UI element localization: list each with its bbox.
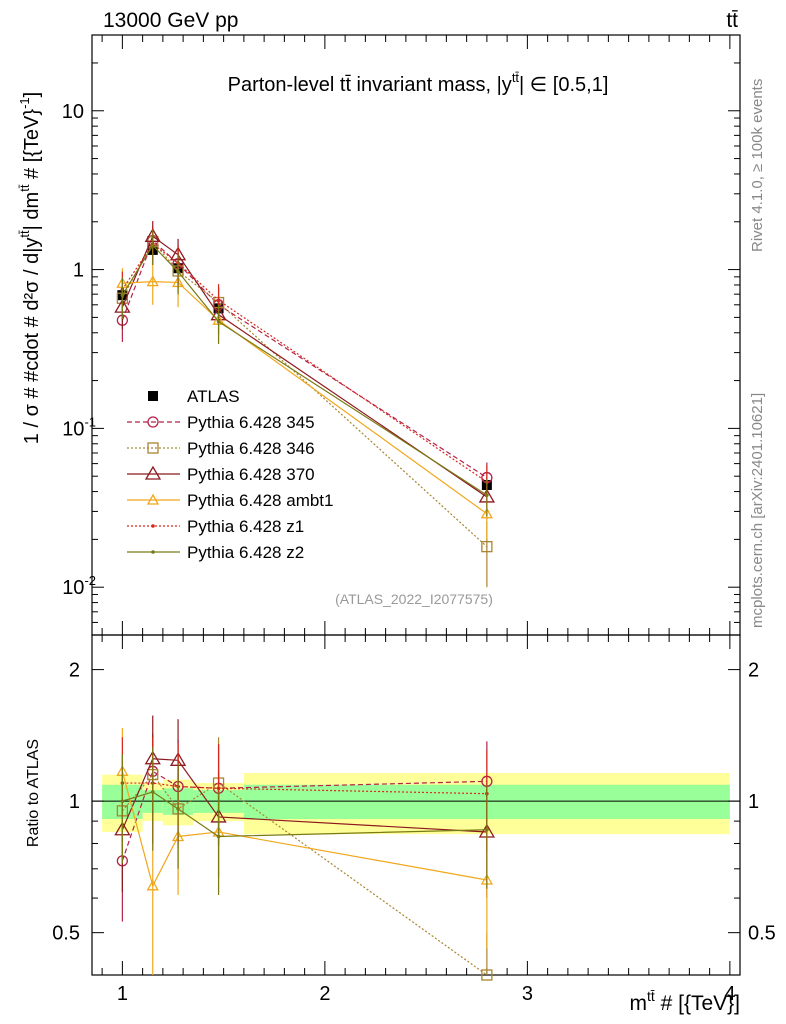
series-z2 xyxy=(120,230,489,517)
main-y-tick-label: 10 xyxy=(62,101,84,123)
ratio-y-tick-label-right: 1 xyxy=(748,791,759,813)
ratio-point xyxy=(120,799,125,803)
ratio-plot-frame xyxy=(91,634,741,976)
main-y-tick-label: 10-1 xyxy=(62,414,96,440)
plot-title: Parton-level tt̄ invariant mass, |ytt̄| … xyxy=(228,70,609,96)
data-point xyxy=(485,493,489,497)
legend-item-z2: Pythia 6.428 z2 xyxy=(127,543,304,562)
x-axis-label: mtt̄ # [{TeV}] xyxy=(629,988,740,1015)
legend-marker xyxy=(148,391,158,401)
legend-item-z1: Pythia 6.428 z1 xyxy=(127,517,304,536)
legend-label: Pythia 6.428 345 xyxy=(187,413,315,432)
legend-label: Pythia 6.428 ambt1 xyxy=(187,491,333,510)
main-axis-ticks: 10 1 10-1 10-2 xyxy=(62,34,740,636)
header-left-label: 13000 GeV pp xyxy=(103,9,238,32)
ratio-point xyxy=(150,790,155,794)
header-right-label: tt̄ xyxy=(726,9,738,32)
ratio-series-p346 xyxy=(116,733,493,981)
legend-item-p346: Pythia 6.428 346 xyxy=(127,439,315,458)
rivet-version-label: Rivet 4.1.0, ≥ 100k events xyxy=(749,79,766,252)
legend-marker xyxy=(151,550,155,554)
ratio-point xyxy=(176,807,180,811)
ratio-series-group xyxy=(114,715,496,981)
ratio-line xyxy=(122,782,487,795)
ratio-point xyxy=(485,827,489,832)
ratio-y-tick-label-right: 2 xyxy=(748,660,759,682)
x-tick-label: 1 xyxy=(117,983,128,1005)
legend-label: Pythia 6.428 z1 xyxy=(187,517,304,536)
ratio-axis-ticks: 2 2 1 1 0.5 0.5 1 2 3 4 xyxy=(52,635,776,1005)
legend-marker xyxy=(144,465,162,480)
ratio-y-axis-label: Ratio to ATLAS xyxy=(25,739,42,847)
ratio-point xyxy=(146,879,159,891)
legend-item-p370: Pythia 6.428 370 xyxy=(127,465,315,484)
ratio-point xyxy=(216,834,221,839)
legend-label: Pythia 6.428 z2 xyxy=(187,543,304,562)
legend-item-ambt1: Pythia 6.428 ambt1 xyxy=(127,491,333,510)
ratio-y-tick-label: 2 xyxy=(69,660,80,682)
data-point xyxy=(146,275,159,287)
ratio-point xyxy=(216,786,221,791)
legend-label: Pythia 6.428 370 xyxy=(187,465,315,484)
main-y-axis-label: 1 / σ # #cdot # d²σ / d|ytt̄| dmtt̄ # [{… xyxy=(17,92,43,444)
data-point xyxy=(216,319,221,324)
data-point xyxy=(176,269,180,274)
legend-item-p345: Pythia 6.428 345 xyxy=(127,413,315,432)
data-point xyxy=(150,243,155,248)
ratio-uncertainty-bands xyxy=(92,772,740,835)
main-y-tick-label: 1 xyxy=(73,260,84,282)
main-series-group xyxy=(114,221,496,588)
legend-item-atlas: ATLAS xyxy=(148,387,240,406)
legend-marker xyxy=(151,524,155,528)
legend-marker xyxy=(147,442,159,454)
mcplots-label: mcplots.cern.ch [arXiv:2401.10621] xyxy=(749,393,766,628)
series-line xyxy=(121,243,488,483)
ratio-series-z2 xyxy=(120,747,489,895)
ratio-y-tick-label: 1 xyxy=(69,791,80,813)
legend-label: ATLAS xyxy=(187,387,240,406)
x-tick-label: 3 xyxy=(522,983,533,1005)
legend-marker xyxy=(147,416,159,428)
ratio-point xyxy=(481,969,493,981)
data-point xyxy=(480,507,493,519)
data-point xyxy=(481,541,493,553)
legend-label: Pythia 6.428 346 xyxy=(187,439,315,458)
legend-marker xyxy=(146,493,160,505)
ratio-y-tick-label: 0.5 xyxy=(52,923,80,945)
analysis-watermark: (ATLAS_2022_I2077575) xyxy=(335,591,493,607)
legend: ATLAS Pythia 6.428 345 Pythia 6.428 346 Pyt… xyxy=(127,387,333,562)
series-line xyxy=(121,239,488,479)
x-tick-label: 2 xyxy=(319,983,330,1005)
series-p346 xyxy=(116,227,493,588)
data-point xyxy=(216,298,221,303)
main-y-tick-label: 10-2 xyxy=(62,573,96,599)
data-point xyxy=(120,293,125,297)
x-tick-label: 4 xyxy=(724,983,735,1005)
ratio-y-tick-label-right: 0.5 xyxy=(748,923,776,945)
